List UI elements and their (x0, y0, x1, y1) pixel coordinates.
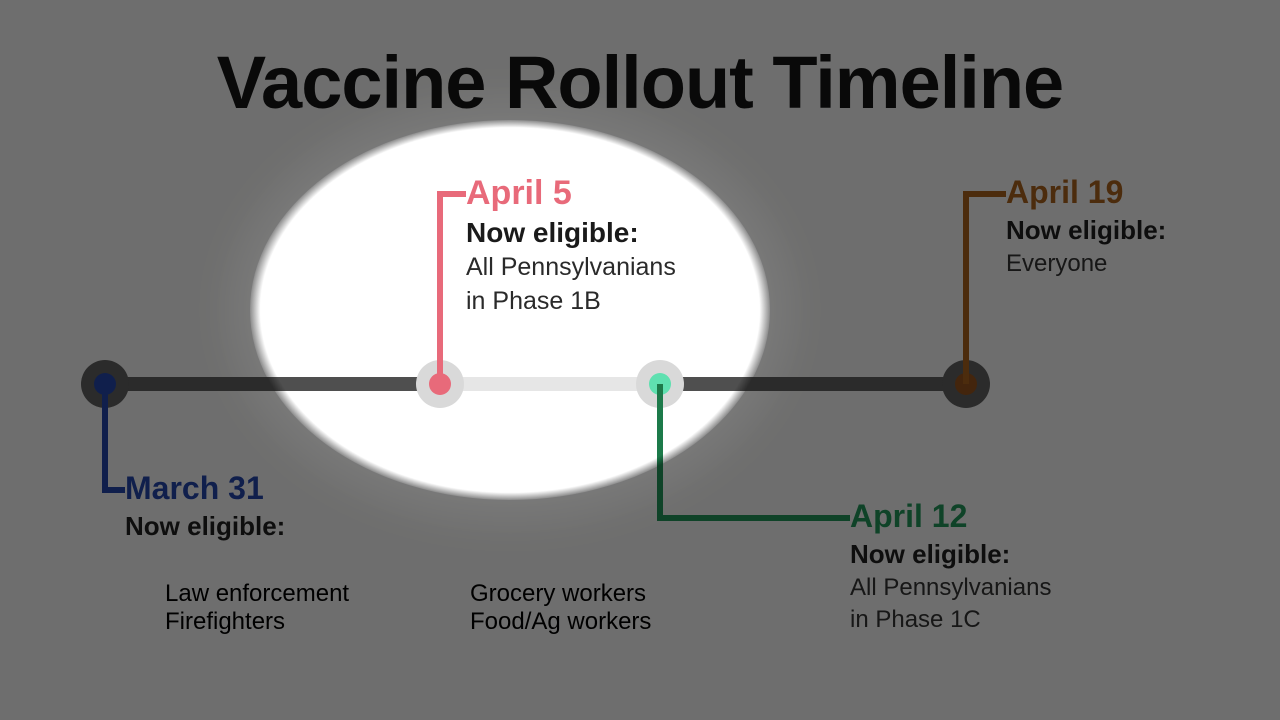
timeline-event: April 12 Now eligible:All Pennsylvanians … (850, 498, 1051, 637)
event-date: April 5 (466, 174, 676, 213)
event-date: March 31 (125, 470, 285, 507)
bullet-label: Grocery workers (470, 580, 646, 607)
event-subheading: Now eligible: (466, 217, 676, 249)
bullet-label: Firefighters (165, 608, 285, 635)
event-body: Everyone (1006, 248, 1166, 280)
event-subheading: Now eligible: (125, 511, 285, 542)
page-title: Vaccine Rollout Timeline (0, 40, 1280, 125)
event-body: All Pennsylvanians in Phase 1C (850, 572, 1051, 637)
bullet-label: Law enforcement (165, 580, 349, 607)
bullet-item: Firefighters (165, 608, 349, 636)
bullet-item: Law enforcement (165, 580, 349, 608)
event-date: April 12 (850, 498, 1051, 535)
infographic-stage: Vaccine Rollout Timeline March 31 Now elig… (0, 0, 1280, 720)
bullet-item: Grocery workers (470, 580, 651, 608)
timeline-event: March 31 Now eligible: (125, 470, 285, 542)
timeline-event: April 19 Now eligible:Everyone (1006, 174, 1166, 280)
timeline-event: April 5 Now eligible:All Pennsylvanians i… (466, 174, 676, 319)
event-subheading: Now eligible: (850, 539, 1051, 570)
event-subheading: Now eligible: (1006, 215, 1166, 246)
bullet-label: Food/Ag workers (470, 608, 651, 635)
bullet-column: Law enforcementFirefighters (165, 580, 349, 636)
bullet-item: Food/Ag workers (470, 608, 651, 636)
bullet-column: Grocery workersFood/Ag workers (470, 580, 651, 636)
event-date: April 19 (1006, 174, 1166, 211)
event-body: All Pennsylvanians in Phase 1B (466, 251, 676, 319)
